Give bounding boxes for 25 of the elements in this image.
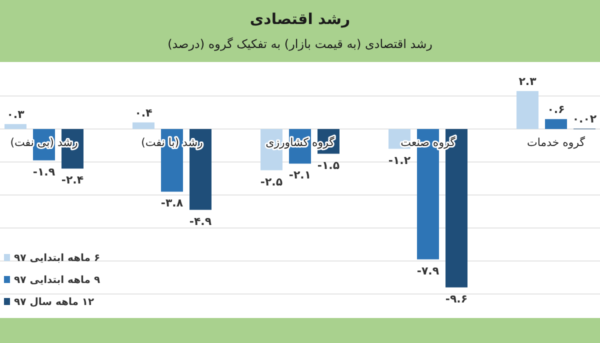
- data-label: ۰.۳: [6, 108, 25, 122]
- x-tick-label: گروه خدمات: [526, 136, 586, 149]
- bar: [4, 124, 26, 129]
- legend-label: ۹ ماهه ابتدایی ۹۷: [14, 275, 100, 286]
- chart-title: رشد اقتصادی: [250, 10, 350, 28]
- data-label: ۲.۳: [518, 75, 537, 88]
- data-label: -۹.۶: [445, 292, 468, 306]
- data-label: -۲.۵: [260, 175, 283, 188]
- data-label: -۲.۴: [61, 174, 84, 187]
- data-label: -۷.۹: [416, 264, 440, 278]
- bar: [132, 122, 154, 129]
- data-label: ۰.۰۲: [572, 112, 597, 126]
- data-label: -۱.۵: [317, 158, 340, 172]
- data-label: -۲.۱: [288, 168, 312, 182]
- bar: [516, 91, 538, 129]
- data-label: ۰.۴: [134, 106, 153, 120]
- data-label: -۳.۸: [160, 196, 184, 210]
- legend-label: ۶ ماهه ابتدایی ۹۷: [14, 253, 100, 264]
- bar: [545, 119, 567, 129]
- data-label: ۰.۶: [547, 103, 565, 116]
- legend-label: ۱۲ ماهه سال ۹۷: [14, 297, 94, 308]
- data-label: -۱.۹: [32, 165, 56, 178]
- data-label: -۴.۹: [189, 214, 212, 228]
- data-label: -۱.۲: [388, 154, 411, 167]
- chart-subtitle: رشد اقتصادی (به قیمت بازار) به تفکیک گروه (درصد): [168, 37, 433, 51]
